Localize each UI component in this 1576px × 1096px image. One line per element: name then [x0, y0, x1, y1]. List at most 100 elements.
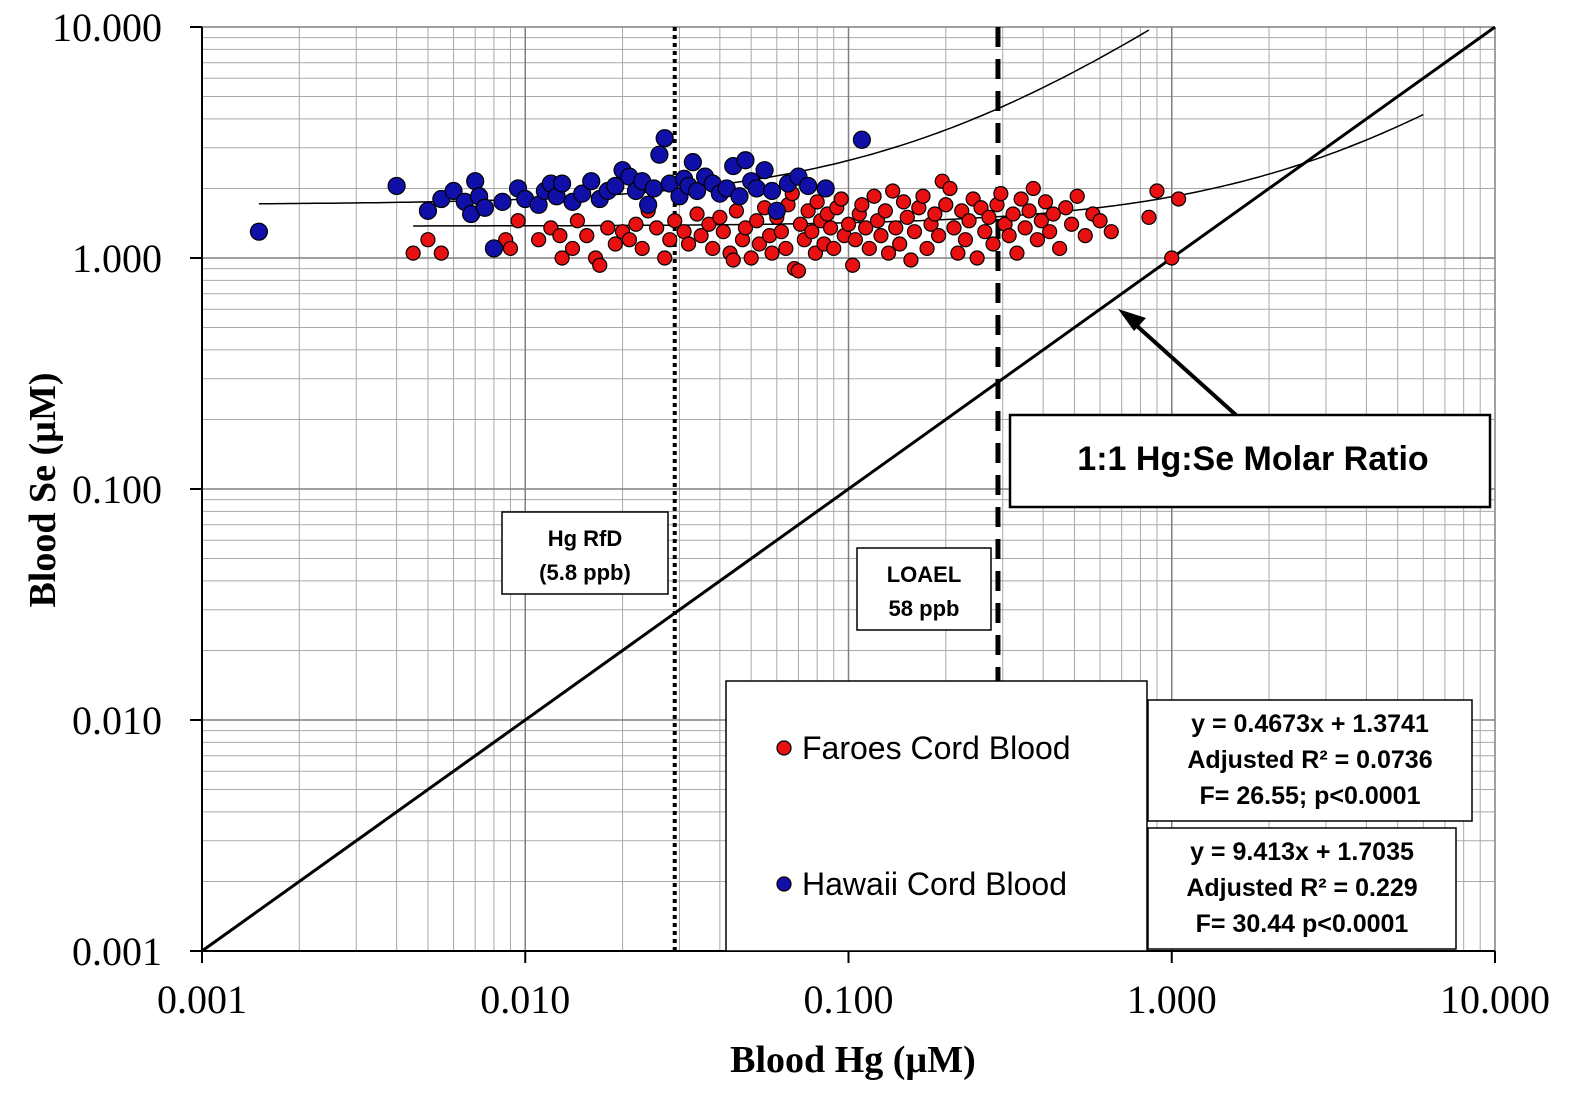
rfd-label-box [501, 511, 669, 595]
regression-box-hawaii [1147, 827, 1457, 950]
legend-marker-faroes [776, 740, 792, 756]
faroes-point [628, 216, 644, 232]
faroes-point [1077, 228, 1093, 244]
faroes-point [981, 209, 997, 225]
regression-text-hawaii: Adjusted R² = 0.229 [1186, 874, 1417, 902]
y-tick-label: 10.000 [52, 5, 162, 50]
ratio-arrow-line [1126, 316, 1238, 417]
faroes-point [1025, 180, 1041, 197]
regression-text-faroes: F= 26.55; p<0.0001 [1200, 782, 1421, 810]
faroes-point [931, 228, 947, 244]
hawaii-point [687, 181, 707, 201]
faroes-point [701, 216, 717, 232]
faroes-point [420, 232, 436, 248]
rfd-label-text: (5.8 ppb) [539, 560, 631, 585]
faroes-point [1058, 200, 1074, 216]
faroes-point [858, 220, 874, 236]
faroes-point [1052, 240, 1068, 257]
faroes-point [689, 206, 705, 222]
faroes-point [634, 240, 650, 257]
faroes-point [877, 203, 893, 219]
faroes-point [1017, 220, 1033, 236]
faroes-point [899, 209, 915, 225]
faroes-point [809, 194, 825, 210]
hawaii-point [475, 198, 494, 217]
legend-label-hawaii: Hawaii Cord Blood [802, 866, 1067, 902]
faroes-point [822, 220, 839, 236]
faroes-point [866, 188, 882, 204]
faroes-point [969, 250, 985, 266]
hawaii-point [418, 201, 438, 220]
faroes-point [854, 197, 870, 213]
hawaii-point [799, 176, 818, 196]
y-tick-label: 0.001 [72, 929, 162, 974]
hawaii-point [573, 184, 592, 203]
faroes-point [725, 252, 741, 268]
faroes-point [1009, 245, 1025, 261]
hawaii-point [444, 181, 463, 201]
faroes-point [773, 224, 789, 240]
faroes-point [764, 245, 780, 261]
faroes-point [662, 232, 678, 248]
faroes-point [1092, 213, 1108, 229]
annotations: Hg RfD (5.8 ppb) LOAEL 58 ppb 1:1 Hg:Se Mola… [501, 309, 1492, 950]
faroes-point [961, 213, 977, 229]
regression-text-faroes: y = 0.4673x + 1.3741 [1191, 710, 1429, 738]
faroes-point [1045, 206, 1061, 222]
faroes-point [502, 240, 519, 257]
faroes-point [1170, 191, 1187, 207]
hawaii-point [484, 239, 504, 258]
y-tick-label: 0.100 [72, 467, 162, 512]
faroes-point [800, 203, 816, 219]
faroes-point [1013, 191, 1029, 207]
y-axis-label: Blood Se (µM) [22, 372, 64, 607]
faroes-point [1141, 209, 1157, 225]
faroes-point [1042, 224, 1058, 240]
faroes-point [833, 191, 849, 207]
faroes-point [950, 245, 966, 261]
faroes-point [938, 197, 954, 213]
hawaii-point [493, 192, 512, 211]
faroes-point [804, 224, 820, 240]
faroes-point [1033, 213, 1049, 229]
faroes-point [880, 245, 897, 261]
faroes-point [927, 206, 943, 222]
ratio-label-text: 1:1 Hg:Se Molar Ratio [1077, 440, 1428, 478]
faroes-point [680, 236, 697, 252]
faroes-point [728, 203, 745, 219]
faroes-point [1164, 250, 1180, 266]
regression-box-faroes [1147, 699, 1473, 822]
faroes-point [621, 232, 638, 248]
faroes-point [826, 240, 842, 257]
faroes-point [600, 220, 616, 236]
faroes-point [749, 213, 765, 229]
faroes-point [790, 263, 807, 279]
faroes-point [946, 220, 962, 236]
faroes-point [1149, 183, 1165, 199]
x-tick-label: 0.010 [480, 977, 570, 1022]
faroes-point [1029, 232, 1045, 248]
faroes-point [873, 228, 889, 244]
faroes-point [885, 183, 901, 199]
faroes-point [895, 194, 912, 210]
faroes-point [712, 209, 728, 225]
faroes-point [906, 224, 923, 240]
hawaii-point [755, 161, 774, 180]
faroes-point [579, 228, 595, 244]
hawaii-point [387, 176, 406, 196]
faroes-point [888, 220, 904, 236]
faroes-point [778, 240, 794, 257]
hawaii-point [249, 222, 269, 241]
tick-labels: 0.001 0.010 0.100 1.000 10.000 10.000 1.000 0.1… [52, 5, 1550, 1022]
faroes-point [792, 216, 809, 232]
y-tick-label: 1.000 [72, 236, 162, 281]
faroes-point [869, 213, 886, 229]
faroes-point [915, 188, 931, 204]
faroes-point [564, 240, 581, 257]
faroes-point [737, 220, 754, 236]
hawaii-point [552, 174, 572, 193]
faroes-point [1021, 203, 1037, 219]
hawaii-point [644, 179, 663, 198]
legend-marker-hawaii [776, 876, 792, 892]
